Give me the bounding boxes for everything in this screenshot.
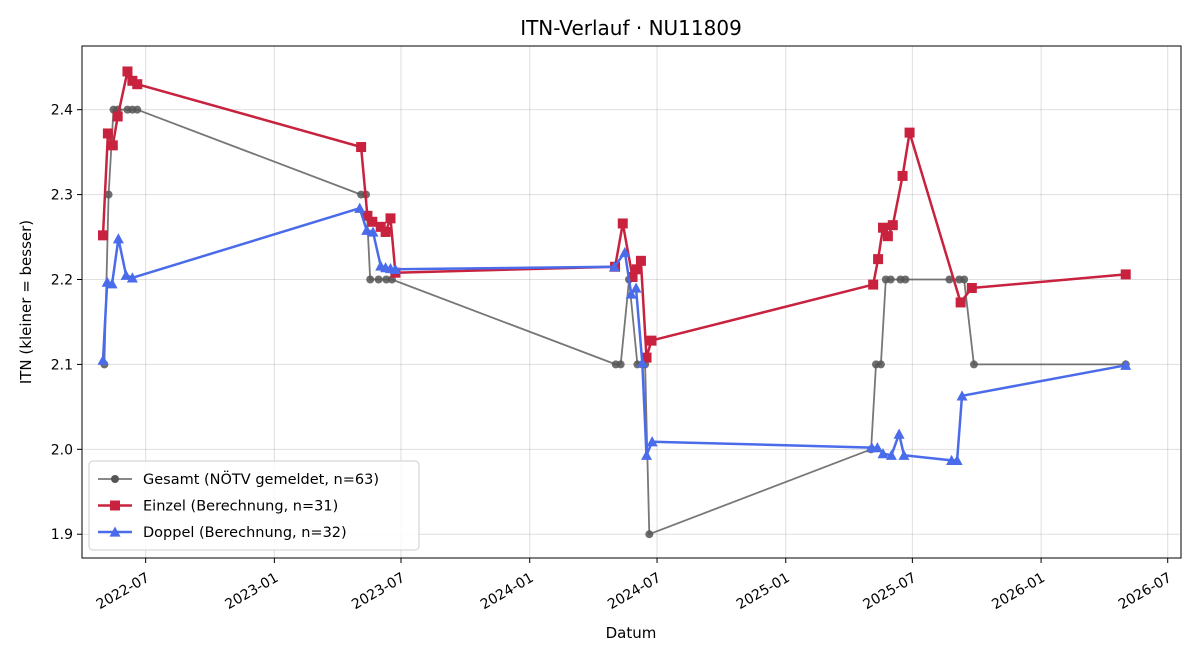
data-point bbox=[636, 357, 648, 368]
data-point bbox=[97, 354, 109, 365]
data-point bbox=[646, 335, 657, 346]
data-point bbox=[112, 233, 124, 244]
data-point bbox=[133, 105, 142, 114]
data-point bbox=[374, 275, 383, 284]
data-point bbox=[960, 275, 969, 284]
data-point bbox=[645, 530, 654, 539]
data-point bbox=[616, 360, 625, 369]
legend-label: Doppel (Berechnung, n=32) bbox=[143, 525, 347, 541]
series-square bbox=[97, 66, 1131, 363]
data-point bbox=[882, 231, 893, 242]
data-point bbox=[904, 127, 915, 138]
y-tick-label: 1.9 bbox=[51, 527, 73, 543]
series-triangle bbox=[97, 202, 1132, 466]
data-point bbox=[126, 272, 138, 283]
legend: Gesamt (NÖTV gemeldet, n=63) Einzel (Bere… bbox=[88, 460, 420, 551]
data-point bbox=[901, 275, 910, 284]
data-point bbox=[366, 275, 375, 284]
data-point bbox=[885, 449, 897, 460]
data-point bbox=[898, 449, 910, 460]
legend-marker bbox=[111, 475, 119, 483]
data-point bbox=[1120, 359, 1132, 370]
data-point bbox=[122, 66, 133, 77]
data-point bbox=[956, 390, 968, 401]
legend-label: Einzel (Berechnung, n=31) bbox=[143, 499, 338, 515]
data-point bbox=[106, 278, 118, 289]
data-point bbox=[375, 221, 386, 232]
data-point bbox=[104, 190, 113, 199]
x-axis-title: Datum bbox=[606, 624, 657, 642]
data-point bbox=[389, 263, 401, 274]
data-point bbox=[382, 275, 391, 284]
data-point bbox=[886, 275, 895, 284]
data-point bbox=[102, 128, 113, 139]
y-tick-label: 2.4 bbox=[51, 103, 73, 119]
data-point bbox=[367, 226, 379, 237]
data-point bbox=[356, 142, 367, 153]
legend-label: Gesamt (NÖTV gemeldet, n=63) bbox=[143, 470, 379, 488]
y-tick-label: 2.1 bbox=[51, 357, 73, 373]
data-point bbox=[876, 360, 885, 369]
data-point bbox=[897, 170, 908, 181]
data-point bbox=[367, 216, 378, 227]
data-point bbox=[966, 282, 977, 293]
data-point bbox=[871, 442, 883, 453]
y-tick-label: 2.2 bbox=[51, 272, 73, 288]
data-point bbox=[969, 360, 978, 369]
data-point bbox=[630, 282, 642, 293]
data-point bbox=[380, 226, 391, 237]
data-point bbox=[868, 279, 879, 290]
data-point bbox=[362, 210, 373, 221]
data-point bbox=[385, 213, 396, 224]
chart-title: ITN-Verlauf · NU11809 bbox=[520, 16, 742, 40]
legend-box bbox=[88, 460, 420, 551]
data-point bbox=[873, 254, 884, 265]
data-point bbox=[120, 269, 132, 280]
data-point bbox=[361, 224, 373, 235]
data-point bbox=[608, 261, 620, 272]
data-point bbox=[641, 449, 653, 460]
data-point bbox=[631, 264, 642, 275]
legend-marker bbox=[109, 526, 121, 537]
data-point bbox=[641, 352, 652, 363]
y-axis-title: ITN (kleiner = besser) bbox=[17, 220, 35, 384]
y-tick-label: 2.0 bbox=[51, 442, 73, 458]
data-point bbox=[97, 230, 108, 241]
data-point bbox=[132, 79, 143, 90]
y-tick-label: 2.3 bbox=[51, 188, 73, 204]
data-point bbox=[877, 448, 889, 459]
data-point bbox=[1120, 269, 1131, 280]
series-layer bbox=[97, 66, 1132, 539]
legend-marker bbox=[110, 500, 120, 511]
data-point bbox=[877, 222, 888, 233]
data-point bbox=[619, 246, 631, 258]
data-point bbox=[955, 297, 966, 308]
data-point bbox=[107, 140, 118, 151]
data-point bbox=[945, 275, 954, 284]
plot-frame bbox=[81, 45, 1182, 559]
data-point bbox=[887, 220, 898, 231]
data-point bbox=[635, 255, 646, 266]
data-point bbox=[112, 111, 123, 122]
data-point bbox=[627, 271, 638, 282]
data-point bbox=[646, 436, 658, 447]
data-point bbox=[617, 218, 628, 229]
data-point bbox=[951, 454, 963, 466]
data-point bbox=[354, 202, 366, 213]
data-point bbox=[893, 428, 905, 439]
data-point bbox=[625, 288, 637, 299]
